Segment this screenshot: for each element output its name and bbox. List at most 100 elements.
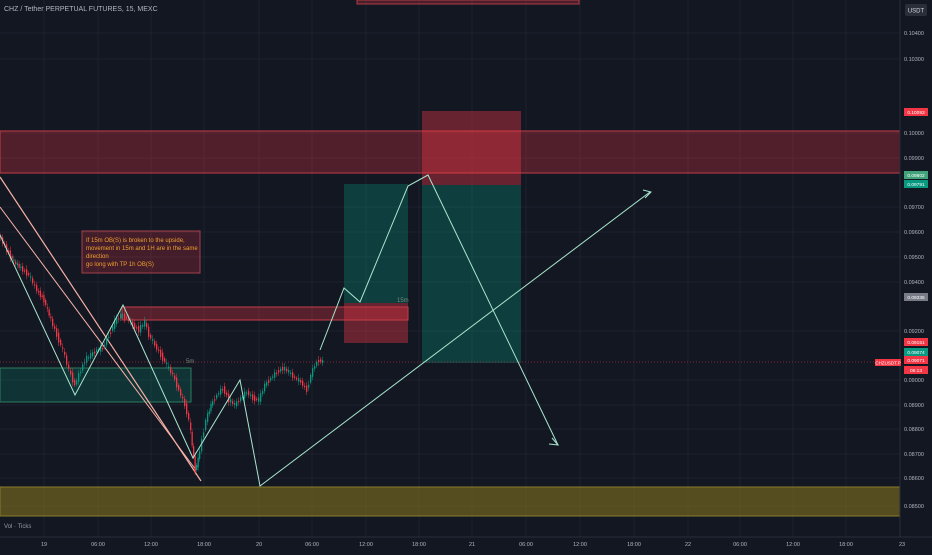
- price-badge: [904, 366, 928, 374]
- time-tick: 12:00: [573, 542, 587, 548]
- candle-body: [254, 395, 256, 402]
- candle-body: [310, 375, 312, 383]
- candle-body: [174, 375, 176, 380]
- candle-body: [56, 328, 58, 337]
- candle-body: [100, 346, 102, 352]
- candle-body: [270, 378, 272, 381]
- time-tick: 18:00: [627, 542, 641, 548]
- ob-5m-label: 5m: [186, 359, 194, 365]
- candle-body: [64, 351, 66, 355]
- candle-body: [194, 455, 196, 472]
- time-tick: 20: [256, 542, 262, 548]
- symbol-title[interactable]: CHZ / Tether PERPETUAL FUTURES, 15, MEXC: [4, 6, 158, 13]
- candle-body: [92, 352, 94, 357]
- indicator-label[interactable]: Vol · Ticks: [4, 524, 31, 530]
- candle-body: [224, 386, 226, 394]
- price-tick: 0.09000: [904, 378, 924, 384]
- candle-body: [124, 313, 126, 320]
- candle-body: [314, 366, 316, 369]
- candle-body: [242, 396, 244, 398]
- candle-body: [302, 380, 304, 386]
- ob-15m-zone[interactable]: [121, 306, 409, 321]
- candle-body: [252, 394, 254, 400]
- currency-button[interactable]: [905, 4, 927, 16]
- candle-body: [172, 372, 174, 375]
- candle-body: [203, 432, 205, 438]
- price-badge: [904, 348, 928, 356]
- candle-body: [160, 349, 162, 357]
- time-tick: 06:00: [305, 542, 319, 548]
- candle-body: [18, 263, 20, 268]
- candle-body: [62, 347, 64, 349]
- candle-body: [232, 401, 234, 404]
- candle-body: [48, 309, 50, 316]
- candle-body: [24, 270, 26, 272]
- price-badge: [904, 293, 928, 301]
- candle-body: [106, 338, 108, 345]
- candle-body: [207, 413, 209, 422]
- candle-body: [152, 339, 154, 341]
- annotation-line-4: go long with TP 1h OB(S): [86, 262, 154, 268]
- candle-body: [74, 380, 76, 385]
- time-tick: 06:00: [91, 542, 105, 548]
- channel-upper-line[interactable]: [0, 176, 202, 482]
- candle-body: [136, 327, 138, 329]
- long-target-zone[interactable]: [344, 184, 408, 303]
- candle-body: [72, 372, 74, 383]
- candle-body: [197, 457, 199, 468]
- price-axis[interactable]: USDT 0.10400 0.10300 0.10000 0.09900 0.09700…: [875, 0, 932, 537]
- candle-body: [218, 393, 220, 395]
- candle-body: [20, 266, 22, 268]
- long-stop-zone[interactable]: [344, 303, 408, 343]
- candle-body: [258, 397, 260, 402]
- candle-body: [162, 352, 164, 361]
- projection-path-short[interactable]: [319, 174, 559, 446]
- top-supply-zone[interactable]: [356, 0, 580, 5]
- candle-body: [246, 392, 248, 394]
- candle-body: [78, 373, 80, 382]
- candle-body: [268, 380, 270, 383]
- price-tick: 0.10000: [904, 131, 924, 137]
- price-badge: [904, 171, 928, 179]
- candle-body: [146, 323, 148, 328]
- candle-body: [184, 398, 186, 407]
- time-tick: 18:00: [197, 542, 211, 548]
- projection-path-long[interactable]: [0, 191, 651, 487]
- candle-body: [58, 332, 60, 343]
- candle-body: [199, 451, 201, 459]
- htf-supply-zone[interactable]: [0, 130, 901, 174]
- candle-body: [16, 263, 19, 266]
- candle-body: [238, 400, 240, 403]
- candle-body: [193, 446, 195, 457]
- currency-label: USDT: [908, 9, 925, 15]
- candle-body: [180, 389, 182, 396]
- candle-body: [191, 431, 193, 446]
- candle-body: [120, 313, 122, 319]
- candle-body: [104, 344, 106, 347]
- candle-body: [32, 278, 34, 284]
- price-tick: 0.08700: [904, 452, 924, 458]
- candle-body: [190, 422, 192, 431]
- annotation-box[interactable]: [81, 230, 201, 274]
- price-tick: 0.09400: [904, 280, 924, 286]
- demand-zone[interactable]: [0, 367, 192, 403]
- candle-body: [266, 382, 268, 386]
- candle-body: [196, 465, 198, 470]
- htf-demand-zone[interactable]: [0, 486, 901, 517]
- time-axis[interactable]: 19 06:00 12:00 18:00 20 06:00 12:00 18:00 21 06:0…: [0, 536, 932, 548]
- candle-body: [272, 376, 274, 378]
- candle-body: [94, 351, 96, 354]
- candle-body: [8, 250, 10, 253]
- candle-body: [170, 367, 172, 373]
- channel-lower-line[interactable]: [0, 206, 197, 471]
- candle-body: [292, 372, 294, 378]
- short-stop-zone[interactable]: [422, 111, 521, 185]
- candle-body: [26, 269, 28, 276]
- candle-body: [178, 385, 180, 390]
- time-tick: 06:00: [733, 542, 747, 548]
- time-tick: 23: [899, 542, 905, 548]
- candle-body: [70, 370, 72, 375]
- candle-body: [30, 276, 32, 278]
